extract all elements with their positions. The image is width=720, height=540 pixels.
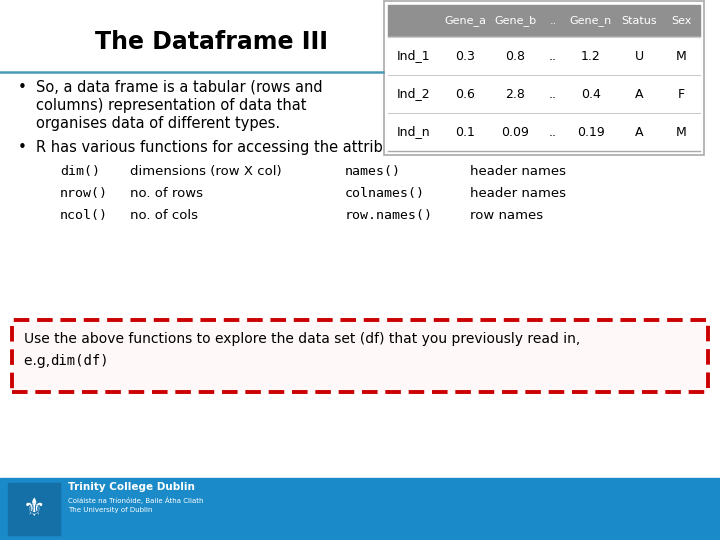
Text: 0.6: 0.6 (455, 87, 475, 100)
Text: The University of Dublin: The University of Dublin (68, 507, 153, 513)
Bar (388, 113, 700, 151)
Bar (388, 5, 700, 37)
Text: Gene_n: Gene_n (570, 16, 612, 26)
Text: Gene_b: Gene_b (494, 16, 536, 26)
Text: dim(): dim() (60, 165, 100, 178)
Text: dim(df): dim(df) (50, 354, 109, 368)
Text: no. of rows: no. of rows (130, 187, 203, 200)
Text: A: A (635, 125, 643, 138)
Text: organises data of different types.: organises data of different types. (36, 116, 280, 131)
Text: 0.8: 0.8 (505, 50, 525, 63)
Text: colnames(): colnames() (345, 187, 425, 200)
Text: Sex: Sex (671, 16, 691, 26)
Text: Ind_n: Ind_n (397, 125, 431, 138)
Text: ncol(): ncol() (60, 209, 108, 222)
Text: Coláiste na Tríonóide, Baile Átha Cliath: Coláiste na Tríonóide, Baile Átha Cliath (68, 496, 204, 504)
Text: 0.4: 0.4 (581, 87, 601, 100)
Text: •: • (18, 80, 27, 95)
Text: Gene_a: Gene_a (444, 16, 486, 26)
Bar (388, 37, 700, 75)
Text: row.names(): row.names() (345, 209, 433, 222)
Text: 0.3: 0.3 (455, 50, 475, 63)
Text: The Dataframe III: The Dataframe III (95, 30, 328, 54)
Bar (12, 320, 708, 392)
Text: 0.19: 0.19 (577, 125, 605, 138)
Bar (8, 483, 60, 535)
Text: Trinity College Dublin: Trinity College Dublin (68, 482, 195, 492)
Text: ⚜: ⚜ (23, 497, 45, 521)
Text: U: U (634, 50, 644, 63)
Text: nrow(): nrow() (60, 187, 108, 200)
Text: ..: .. (549, 87, 557, 100)
Text: So, a data frame is a tabular (rows and: So, a data frame is a tabular (rows and (36, 80, 323, 95)
Text: A: A (635, 87, 643, 100)
Text: row names: row names (470, 209, 543, 222)
Text: Status: Status (621, 16, 657, 26)
Text: ..: .. (549, 125, 557, 138)
Text: Use the above functions to explore the data set (df) that you previously read in: Use the above functions to explore the d… (24, 332, 580, 346)
Text: M: M (675, 125, 686, 138)
Text: header names: header names (470, 187, 566, 200)
Text: no. of cols: no. of cols (130, 209, 198, 222)
Text: •: • (18, 140, 27, 155)
Text: ..: .. (549, 16, 557, 26)
Text: header names: header names (470, 165, 566, 178)
Text: Ind_1: Ind_1 (397, 50, 431, 63)
Bar (388, 75, 700, 113)
Text: 0.09: 0.09 (501, 125, 529, 138)
Text: M: M (675, 50, 686, 63)
Text: dimensions (row X col): dimensions (row X col) (130, 165, 282, 178)
Text: ..: .. (549, 50, 557, 63)
Text: Ind_2: Ind_2 (397, 87, 431, 100)
Text: F: F (678, 87, 685, 100)
Text: R has various functions for accessing the attributes of a data frame: R has various functions for accessing th… (36, 140, 533, 155)
Text: 1.2: 1.2 (581, 50, 601, 63)
Bar (384, 1, 704, 155)
Text: 0.1: 0.1 (455, 125, 475, 138)
Text: e.g,: e.g, (24, 354, 55, 368)
Text: columns) representation of data that: columns) representation of data that (36, 98, 307, 113)
Text: 2.8: 2.8 (505, 87, 525, 100)
Bar (0, 478, 720, 540)
Text: names(): names() (345, 165, 401, 178)
